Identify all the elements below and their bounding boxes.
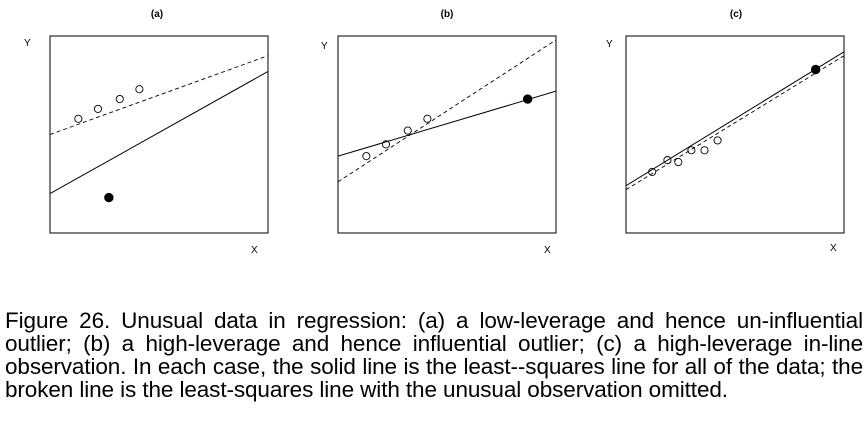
panel-title: (a) — [150, 9, 164, 20]
panel-a: (a) Y X — [0, 0, 290, 270]
plot-frame — [49, 35, 269, 234]
panel-b: (b) Y X — [290, 0, 580, 270]
scatter-plot — [625, 35, 845, 234]
data-point-open — [381, 140, 391, 149]
plot-frame — [337, 35, 557, 234]
solid-regression-line — [50, 71, 268, 195]
scatter-plot — [49, 35, 269, 234]
data-point-open — [423, 114, 432, 123]
x-axis-label: X — [251, 245, 258, 256]
unusual-point-filled — [810, 64, 821, 75]
data-point-open — [74, 114, 83, 123]
dashed-regression-line — [338, 39, 556, 183]
data-point-open — [648, 167, 657, 176]
solid-regression-line — [626, 51, 844, 187]
x-axis-label: X — [830, 243, 837, 254]
data-point-open — [663, 156, 672, 165]
data-point-open — [700, 146, 709, 155]
solid-regression-line — [338, 90, 556, 157]
data-point-open — [362, 152, 371, 161]
data-point-open — [403, 126, 412, 135]
figure-caption: Figure 26. Unusual data in regression: (… — [5, 308, 863, 402]
data-point-open — [115, 94, 124, 104]
panel-c: (c) Y X — [576, 0, 866, 270]
y-axis-label: Y — [606, 39, 613, 50]
unusual-point-filled — [104, 192, 114, 203]
data-point-open — [713, 136, 722, 145]
panel-title: (c) — [729, 9, 743, 20]
plot-frame — [625, 35, 845, 234]
data-point-open — [135, 85, 144, 94]
unusual-point-filled — [522, 94, 533, 104]
x-axis-label: X — [544, 245, 551, 256]
y-axis-label: Y — [24, 38, 31, 49]
data-point-open — [687, 146, 696, 155]
scatter-plot — [337, 35, 557, 234]
dashed-regression-line — [50, 55, 268, 135]
dashed-regression-line — [626, 55, 844, 191]
y-axis-label: Y — [321, 41, 328, 52]
data-point-open — [93, 104, 103, 113]
data-point-open — [674, 158, 683, 167]
panel-title: (b) — [440, 9, 454, 20]
